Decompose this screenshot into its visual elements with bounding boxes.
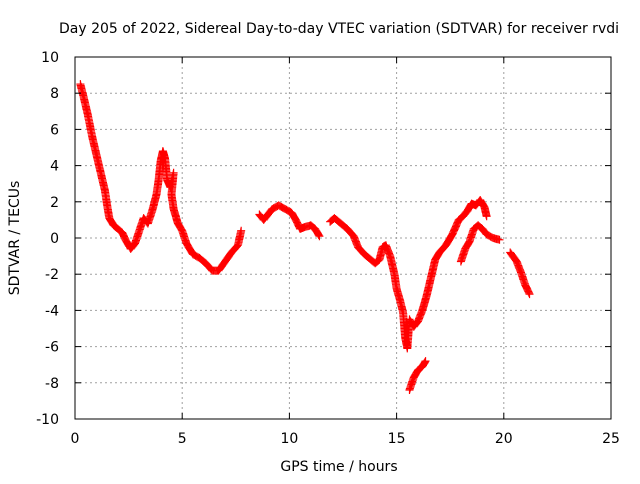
y-tick-label: 2 — [50, 195, 59, 211]
y-tick-label: 4 — [50, 159, 59, 175]
y-tick-label: -10 — [36, 412, 59, 428]
x-tick-label: 10 — [280, 431, 298, 447]
data-marker-segment — [326, 196, 491, 353]
x-tick-label: 0 — [71, 431, 80, 447]
y-tick-label: -2 — [45, 267, 59, 283]
data-marker-segment — [405, 357, 430, 394]
x-axis-label: GPS time / hours — [280, 459, 397, 475]
data-layer — [76, 80, 534, 394]
chart-title: Day 205 of 2022, Sidereal Day-to-day VTE… — [59, 21, 619, 37]
y-tick-label: 6 — [50, 122, 59, 138]
y-axis-label: SDTVAR / TECUs — [7, 181, 23, 296]
x-tick-label: 15 — [388, 431, 406, 447]
y-tick-label: -8 — [45, 376, 59, 392]
data-marker-segment — [255, 201, 324, 241]
x-tick-label: 5 — [178, 431, 187, 447]
y-tick-label: -6 — [45, 340, 59, 356]
data-marker-segment — [76, 80, 246, 275]
label-layer: Day 205 of 2022, Sidereal Day-to-day VTE… — [7, 21, 619, 475]
tick-layer: 0 5 10 15 20 25 -10 -8 -6 -4 -2 0 2 4 6 8 10 — [36, 50, 620, 447]
grid-layer — [75, 57, 611, 419]
data-marker-segment — [506, 248, 534, 299]
y-tick-label: 8 — [50, 86, 59, 102]
y-tick-label: -4 — [45, 303, 59, 319]
x-tick-label: 20 — [495, 431, 513, 447]
data-marker-segment — [456, 221, 504, 266]
y-tick-label: 0 — [50, 231, 59, 247]
x-tick-label: 25 — [602, 431, 620, 447]
y-tick-label: 10 — [41, 50, 59, 66]
